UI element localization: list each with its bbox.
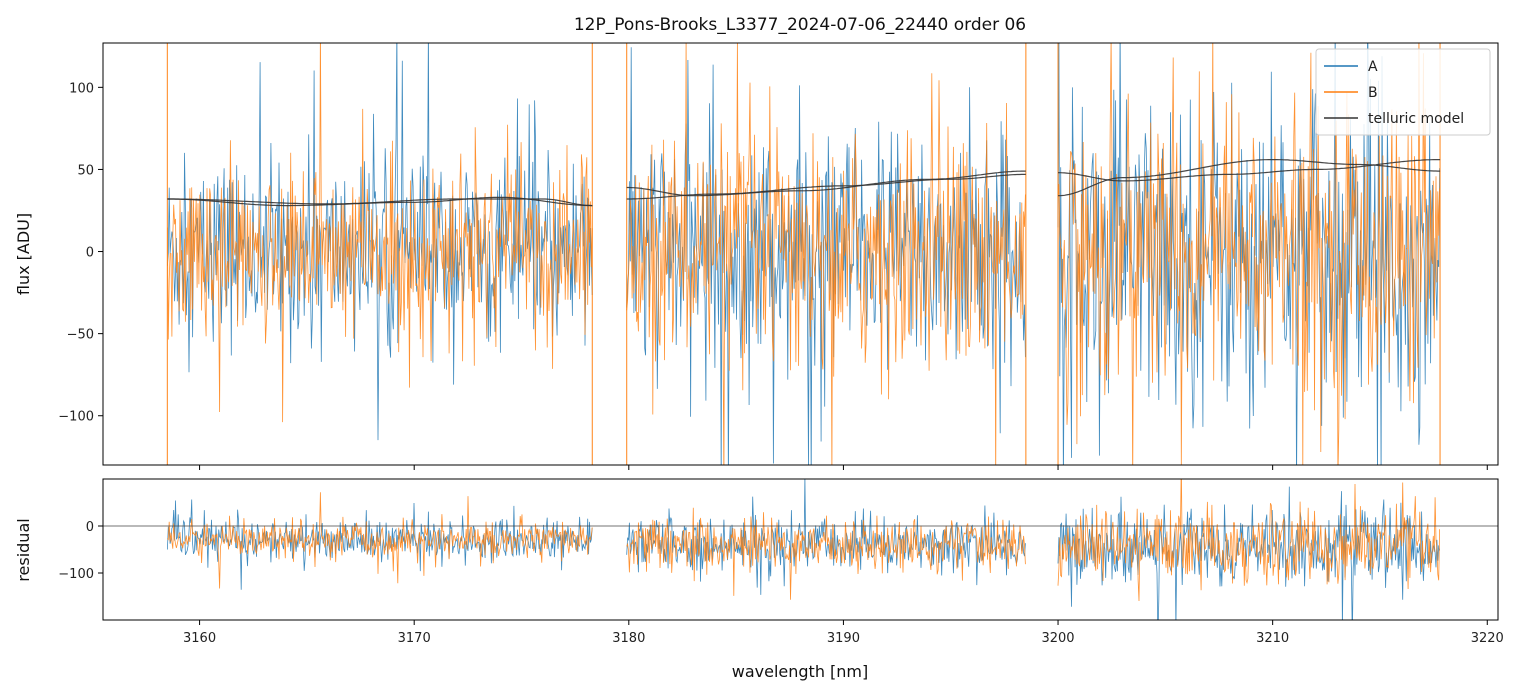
- residual-series-b-segment-3: [1057, 479, 1440, 602]
- telluric-model-curve-2: [167, 198, 593, 207]
- telluric-model-curve-6: [1058, 159, 1441, 182]
- x-tick-label-2: 3180: [612, 631, 645, 646]
- residual-y-axis-label: residual: [14, 518, 33, 581]
- flux-series-b-segment-3: [1057, 43, 1440, 465]
- flux-y-tick-label-4: −100: [58, 410, 94, 425]
- flux-y-tick-label-1: 50: [77, 163, 94, 178]
- flux-y-axis-label: flux [ADU]: [14, 213, 33, 295]
- x-tick-label-3: 3190: [827, 631, 860, 646]
- residual-y-tick-label-1: −100: [58, 567, 94, 582]
- residual-series-a-segment-2: [626, 479, 1026, 595]
- residual-series-b-segment-2: [626, 507, 1026, 600]
- x-tick-label-4: 3200: [1041, 631, 1074, 646]
- residual-series-a-segment-3: [1057, 486, 1440, 620]
- flux-panel: 100 50 0 −50 −100 flux [ADU] A B telluric mo…: [14, 42, 1499, 470]
- residual-axes-frame: [102, 478, 1499, 621]
- x-tick-label-6: 3220: [1471, 631, 1504, 646]
- flux-y-axis: 100 50 0 −50 −100: [58, 81, 103, 425]
- residual-panel: 0 −100 3160 3170 3180 3190 3200 3210 3220 resid…: [14, 478, 1504, 646]
- flux-series-b-segment-1: [167, 43, 593, 423]
- x-axis: 3160 3170 3180 3190 3200 3210 3220: [183, 620, 1504, 646]
- telluric-model-curve-4: [626, 170, 1026, 197]
- x-tick-label-5: 3210: [1256, 631, 1289, 646]
- flux-x-ticks: [199, 465, 1488, 470]
- x-tick-label-0: 3160: [183, 631, 216, 646]
- x-tick-label-1: 3170: [398, 631, 431, 646]
- x-axis-label: wavelength [nm]: [732, 662, 869, 681]
- residual-plot-area: [103, 479, 1498, 620]
- flux-y-tick-label-3: −50: [67, 328, 94, 343]
- legend-box: [1315, 48, 1491, 136]
- residual-series-b-segment-1: [167, 492, 593, 589]
- residual-series-a-segment-1: [167, 499, 593, 590]
- flux-axes-frame: [102, 42, 1499, 466]
- flux-y-tick-label-0: 100: [69, 81, 94, 96]
- legend: A B telluric model: [1315, 48, 1491, 136]
- chart-title: 12P_Pons-Brooks_L3377_2024-07-06_22440 o…: [574, 15, 1026, 35]
- flux-plot-area: [166, 43, 1441, 465]
- flux-y-tick-label-2: 0: [86, 246, 94, 261]
- legend-label-b: B: [1368, 85, 1378, 101]
- residual-y-tick-label-0: 0: [86, 520, 94, 535]
- residual-y-axis: 0 −100: [58, 520, 103, 582]
- flux-series-b-segment-2: [626, 43, 1026, 465]
- legend-label-a: A: [1368, 59, 1378, 75]
- telluric-model-curve-3: [626, 173, 1026, 200]
- legend-label-telluric: telluric model: [1368, 111, 1464, 127]
